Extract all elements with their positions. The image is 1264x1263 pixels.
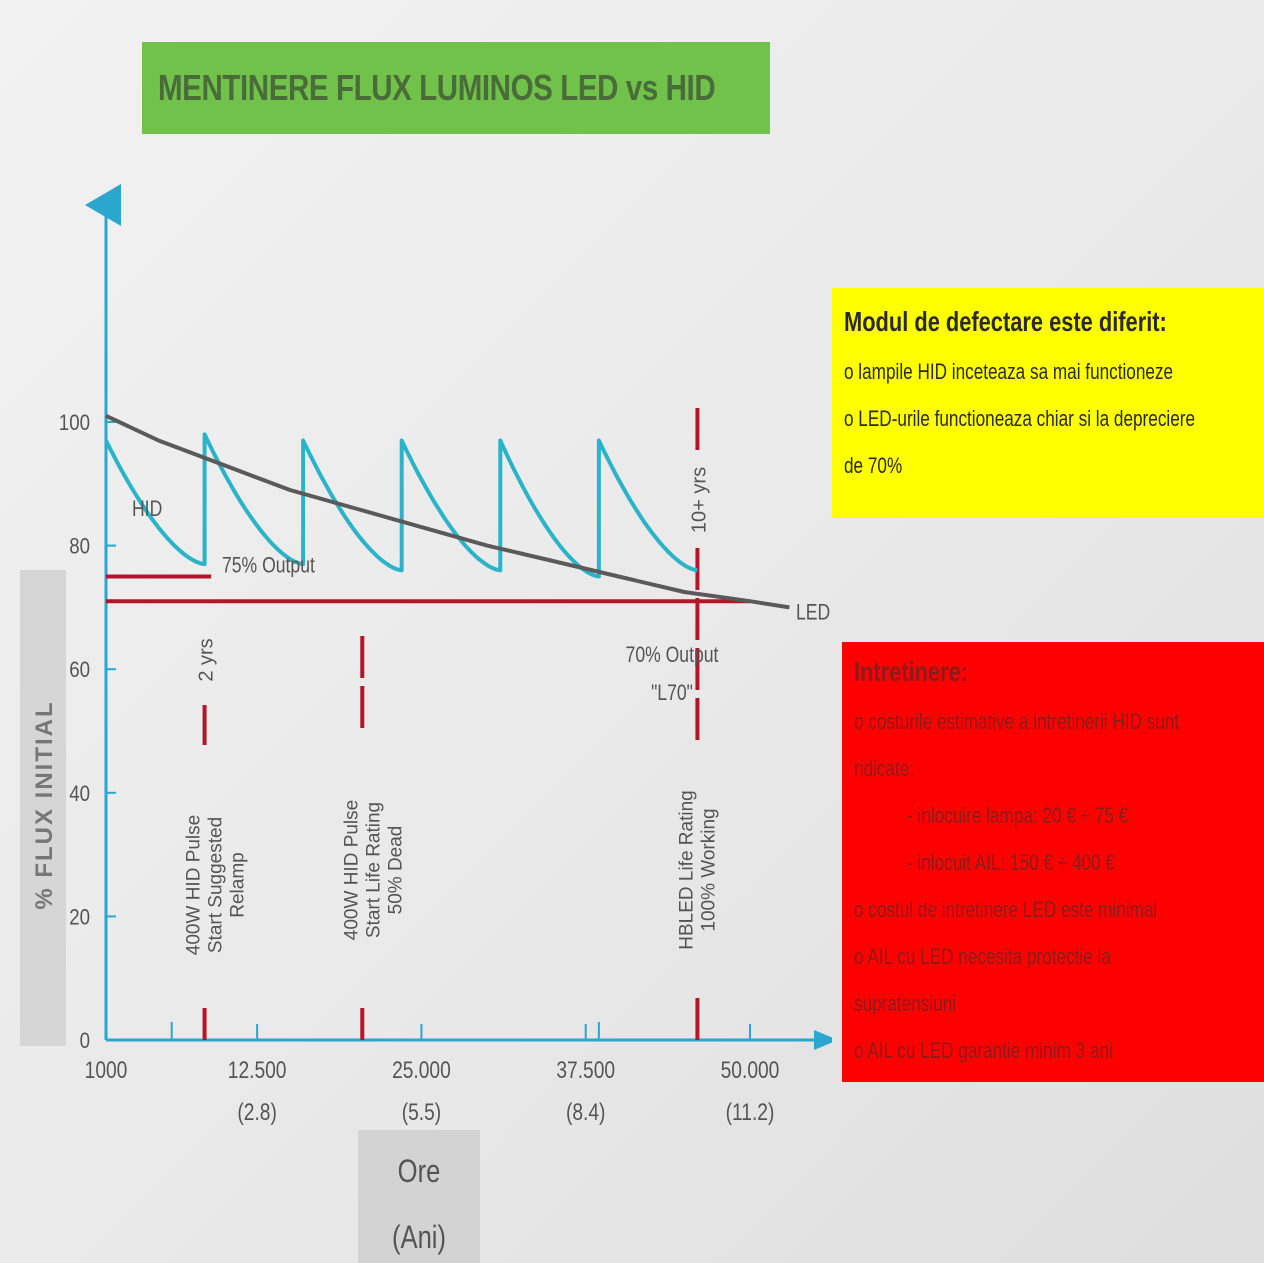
x-tick-years-label: (5.5) xyxy=(402,1098,441,1126)
threshold-label: 75% Output xyxy=(222,554,315,578)
x-tick-label: 50.000 xyxy=(721,1056,780,1084)
chart-title-banner: MENTINERE FLUX LUMINOS LED vs HID xyxy=(142,42,770,134)
failure-mode-line: de 70% xyxy=(844,453,903,478)
maintenance-line: supratensiuni xyxy=(854,991,957,1016)
y-tick-label: 100 xyxy=(59,412,90,436)
y-tick-label: 80 xyxy=(69,535,90,559)
failure-mode-line: o lampile HID inceteaza sa mai functione… xyxy=(844,359,1174,384)
maintenance-line: - inlocuit AIL: 150 € ÷ 400 € xyxy=(907,850,1115,875)
hid-series-label: HID xyxy=(132,497,162,521)
l70-sublabel: "L70" xyxy=(651,681,693,705)
marker-rotated-label: 400W HID Pulse xyxy=(184,815,205,955)
failure-mode-line: o LED-urile functioneaza chiar si la dep… xyxy=(844,406,1196,431)
marker-rotated-label: 400W HID Pulse xyxy=(341,800,362,940)
x-tick-label: 12.500 xyxy=(228,1056,287,1084)
y-tick-label: 0 xyxy=(80,1030,90,1054)
l70-label: 70% Output xyxy=(626,643,719,667)
led-series-line xyxy=(105,413,790,610)
marker-rotated-label: Start Life Rating xyxy=(363,802,384,938)
maintenance-line: ridicate: xyxy=(854,756,915,781)
marker-rotated-label: HBLED Life Rating xyxy=(676,790,697,949)
y-axis-label-band xyxy=(20,570,66,1046)
flux-chart: 0 20 40 60 80 100 % FLUX INITIAL 1000 12.500 (2.8… xyxy=(20,184,832,1263)
x-tick-years-label: (11.2) xyxy=(726,1098,775,1126)
marker-rotated-label: Relamp xyxy=(228,852,249,917)
y-axis-label: % FLUX INITIAL xyxy=(31,700,58,909)
x-tick-label: 25.000 xyxy=(392,1056,451,1084)
marker-rotated-label: 100% Working xyxy=(698,808,719,931)
x-tick-label: 1000 xyxy=(85,1056,128,1084)
failure-mode-note: Modul de defectare este diferit: o lampi… xyxy=(832,288,1264,518)
marker-top-label: 10+ yrs xyxy=(688,467,710,533)
x-tick-years-label: (2.8) xyxy=(237,1098,276,1126)
y-tick-label: 20 xyxy=(69,906,90,930)
led-series-label: LED xyxy=(796,601,830,625)
maintenance-line: o AIL cu LED garantie minim 3 ani xyxy=(854,1038,1113,1063)
x-tick-label: 37.500 xyxy=(556,1056,615,1084)
marker-top-label: 2 yrs xyxy=(196,638,218,681)
x-axis-arrow xyxy=(814,1030,832,1050)
maintenance-line: o costul de intretinere LED este minimal xyxy=(854,897,1158,922)
maintenance-line: o costurile estimative a intretinerii HI… xyxy=(854,709,1180,734)
y-tick-label: 60 xyxy=(69,659,90,683)
failure-mode-heading: Modul de defectare este diferit: xyxy=(844,306,1167,337)
chart-title: MENTINERE FLUX LUMINOS LED vs HID xyxy=(158,67,716,108)
maintenance-heading: Intretinere: xyxy=(854,656,969,687)
maintenance-line: o AIL cu LED necesita protectie la xyxy=(854,944,1111,969)
marker-rotated-label: 50% Dead xyxy=(385,826,406,915)
x-tick-years-label: (8.4) xyxy=(566,1098,605,1126)
maintenance-line: - inlocuire lampa: 20 € ÷ 75 € xyxy=(907,803,1129,828)
x-axis-label: Ore xyxy=(398,1154,441,1189)
maintenance-note: Intretinere: o costurile estimative a in… xyxy=(842,642,1264,1082)
marker-rotated-label: Start Suggested xyxy=(206,817,227,953)
x-axis-sublabel: (Ani) xyxy=(392,1220,446,1255)
x-axis-label-band xyxy=(358,1130,480,1263)
y-tick-label: 40 xyxy=(69,782,90,806)
